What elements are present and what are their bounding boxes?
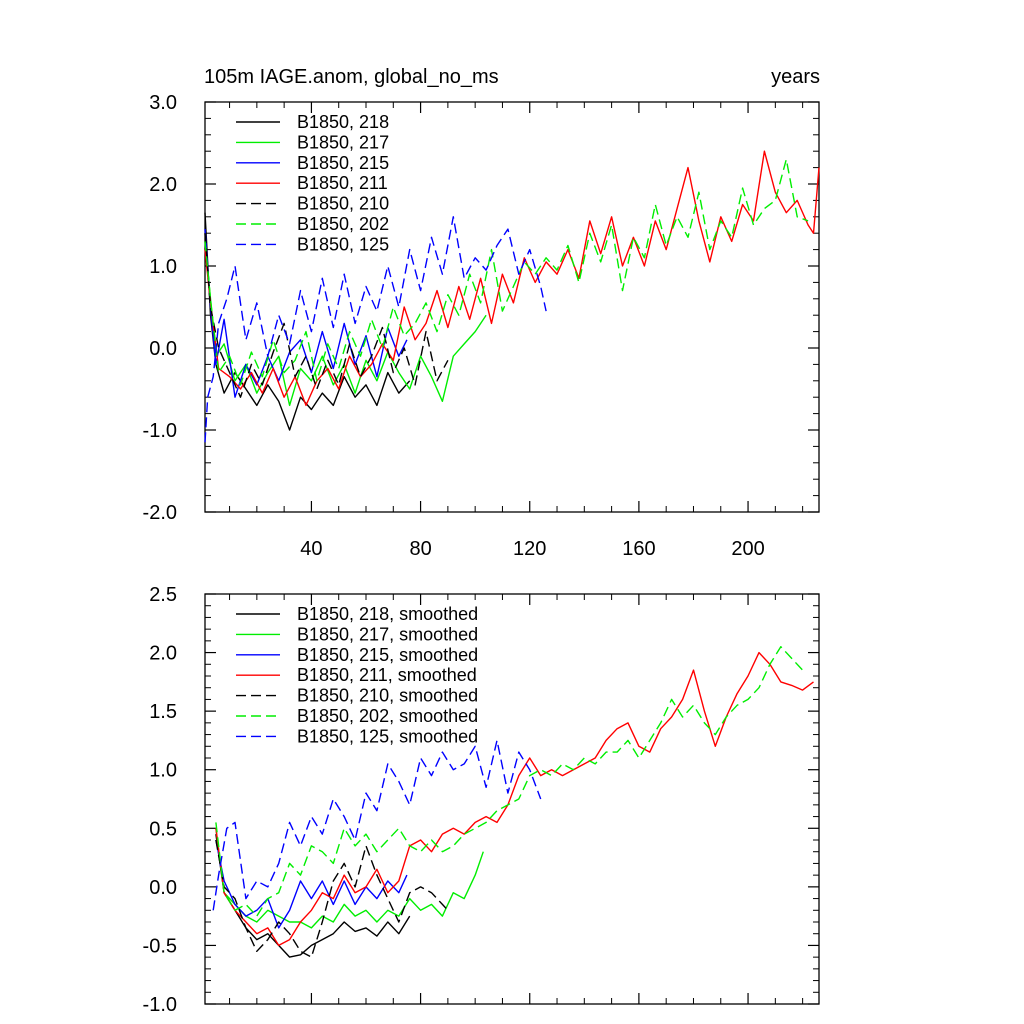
top-xtick-label: 40 [300, 538, 322, 560]
bottom-legend-label-0: B1850, 218, smoothed [297, 604, 478, 624]
top-series-group [204, 150, 820, 443]
bottom-ytick-label: -0.5 [143, 935, 177, 957]
bottom-ticks: -1.0 -0.5 0.0 0.5 1.0 1.5 2.0 2.5 [143, 584, 819, 1016]
top-series-line-4 [204, 233, 449, 398]
bottom-legend-label-5: B1850, 202, smoothed [297, 706, 478, 726]
bottom-legend-label-6: B1850, 125, smoothed [297, 726, 478, 746]
bottom-plot-area [204, 593, 820, 1005]
top-legend-label-0: B1850, 218 [297, 112, 389, 132]
top-plot-frame [204, 101, 820, 513]
bottom-series-line-4 [215, 839, 449, 958]
bottom-legend-label-1: B1850, 217, smoothed [297, 624, 478, 644]
top-series-line-2 [204, 229, 408, 398]
bottom-series-line-6 [212, 739, 542, 911]
bottom-series-line-2 [215, 839, 408, 929]
bottom-legend-label-2: B1850, 215, smoothed [297, 645, 478, 665]
top-xtick-label: 200 [731, 538, 764, 560]
top-legend-label-2: B1850, 215 [297, 153, 389, 173]
top-series-line-3 [204, 150, 820, 407]
bottom-series-line-5 [215, 646, 804, 917]
top-ytick-label: 1.0 [149, 256, 177, 278]
top-panel: 105m IAGE.anom, global_no_ms years -2.0-… [143, 66, 820, 560]
bottom-series-group [212, 646, 814, 958]
top-ytick-label: 0.0 [149, 338, 177, 360]
bottom-panel: -1.0 -0.5 0.0 0.5 1.0 1.5 2.0 2.5 B1850, 218, s… [143, 584, 820, 1016]
bottom-series-line-3 [215, 651, 814, 947]
top-plot-area [204, 101, 820, 513]
top-ytick-label: -1.0 [143, 420, 177, 442]
top-ytick-label: 2.0 [149, 174, 177, 196]
top-chart-title: 105m IAGE.anom, global_no_ms [204, 66, 499, 88]
bottom-ytick-label: 1.5 [149, 701, 177, 723]
top-series-line-5 [204, 158, 809, 386]
top-legend-label-6: B1850, 125 [297, 234, 389, 254]
top-ytick-label: 3.0 [149, 92, 177, 114]
top-series-line-1 [204, 241, 487, 407]
bottom-ytick-label: 0.0 [149, 877, 177, 899]
top-ytick-label: -2.0 [143, 502, 177, 524]
top-legend-label-4: B1850, 210 [297, 194, 389, 214]
top-xtick-label: 160 [622, 538, 655, 560]
top-legend-label-1: B1850, 217 [297, 132, 389, 152]
bottom-series-line-1 [215, 828, 484, 929]
top-chart-units: years [771, 66, 820, 88]
bottom-ytick-label: 2.0 [149, 643, 177, 665]
bottom-legend-label-3: B1850, 211, smoothed [297, 665, 477, 685]
top-xtick-label: 80 [409, 538, 431, 560]
top-series-line-0 [204, 212, 411, 431]
top-legend-label-5: B1850, 202 [297, 214, 389, 234]
top-legend-label-3: B1850, 211 [297, 173, 388, 193]
bottom-ytick-label: -1.0 [143, 994, 177, 1016]
bottom-legend-label-4: B1850, 210, smoothed [297, 686, 478, 706]
top-ticks: -2.0 -1.0 0.0 1.0 2.0 3.0 40 80 120 160 200 [143, 92, 819, 560]
bottom-plot-frame [204, 593, 820, 1005]
top-series-line-6 [204, 216, 547, 443]
bottom-ytick-label: 1.0 [149, 760, 177, 782]
bottom-ytick-label: 2.5 [149, 584, 177, 606]
top-xtick-label: 120 [513, 538, 546, 560]
bottom-ytick-label: 0.5 [149, 818, 177, 840]
